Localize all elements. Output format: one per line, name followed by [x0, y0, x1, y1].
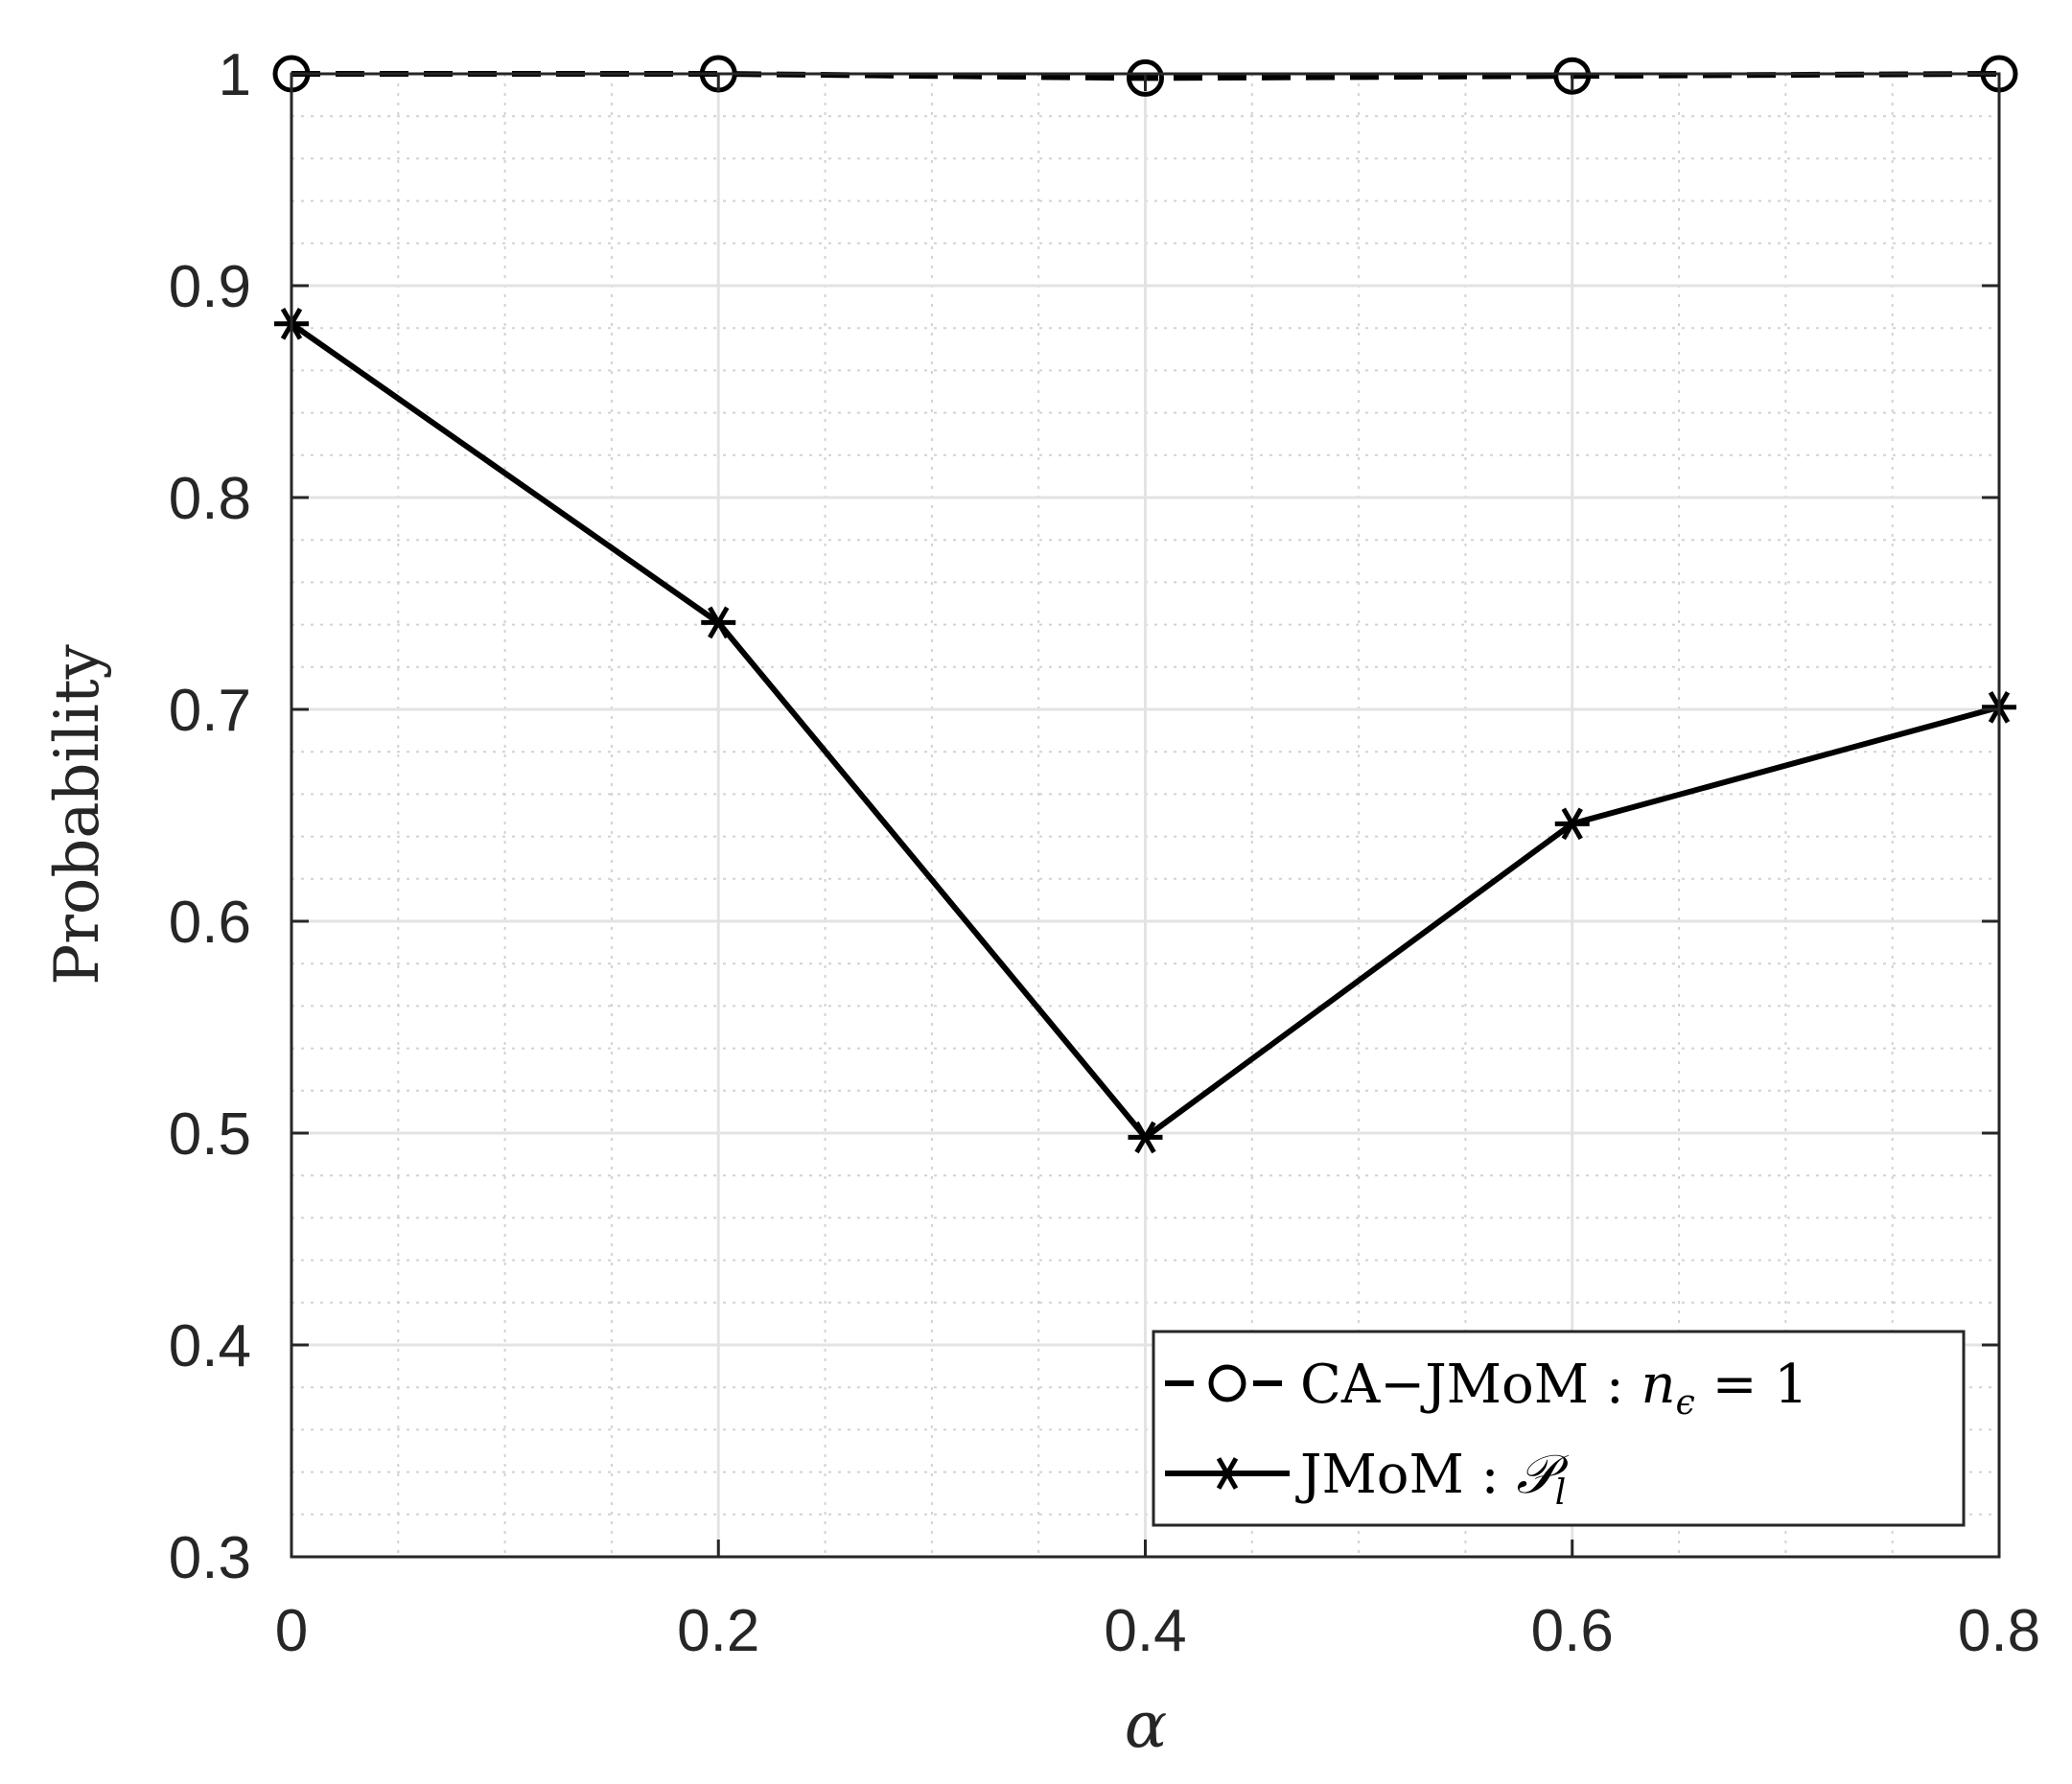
- data-point-asterisk: [1554, 807, 1590, 841]
- legend-asterisk-stroke: [1216, 1457, 1239, 1490]
- legend-label-jmom-main: JMoM :: [1295, 1444, 1516, 1506]
- legend-label-ca-jmom-sub: ϵ: [1676, 1383, 1695, 1423]
- y-tick-label: 0.6: [169, 890, 251, 956]
- data-point-asterisk-stroke: [1561, 807, 1583, 841]
- y-tick-label: 0.4: [169, 1313, 251, 1379]
- legend-label-ca-jmom-math: n: [1641, 1354, 1676, 1416]
- data-point-asterisk-stroke: [708, 606, 730, 639]
- legend-label-ca-jmom-main: CA−JMoM :: [1300, 1354, 1641, 1416]
- legend-label-jmom: JMoM : 𝒫l: [1295, 1444, 1569, 1513]
- data-point-asterisk: [701, 606, 736, 639]
- y-axis-title: Probability: [42, 644, 113, 985]
- x-tick-label: 0.8: [1958, 1598, 2040, 1664]
- data-point-asterisk: [1128, 1121, 1163, 1154]
- legend-label-ca-jmom: CA−JMoM : nϵ = 1: [1300, 1354, 1808, 1423]
- y-tick-label: 0.8: [169, 466, 251, 532]
- x-tick-label: 0.4: [1104, 1598, 1186, 1664]
- x-tick-label: 0.2: [677, 1598, 759, 1664]
- y-tick-labels: 0.3 0.4 0.5 0.6 0.7 0.8 0.9 1: [169, 42, 251, 1591]
- data-point-circle: [1553, 57, 1592, 95]
- x-axis-title: α: [1125, 1688, 1168, 1762]
- legend-item-ca-jmom: CA−JMoM : nϵ = 1: [1165, 1354, 1808, 1423]
- x-tick-label: 0: [275, 1598, 308, 1664]
- data-point-asterisk-stroke: [1134, 1121, 1156, 1154]
- y-tick-label: 0.9: [169, 254, 251, 320]
- data-point-circle: [1127, 58, 1164, 97]
- y-tick-label: 0.5: [169, 1101, 251, 1168]
- y-tick-label: 0.3: [169, 1525, 251, 1591]
- legend: CA−JMoM : nϵ = 1 JMoM : 𝒫l: [1152, 1330, 1966, 1527]
- legend-marker-circle: [1208, 1364, 1246, 1402]
- y-tick-label: 1: [219, 42, 251, 108]
- ticks: [290, 72, 2001, 1559]
- x-tick-labels: 0 0.2 0.4 0.6 0.8: [275, 1598, 2040, 1664]
- y-tick-label: 0.7: [169, 678, 251, 744]
- legend-box: [1152, 1330, 1966, 1527]
- legend-label-jmom-sub: l: [1555, 1473, 1567, 1513]
- legend-asterisk: [1210, 1457, 1245, 1490]
- legend-label-ca-jmom-tail: = 1: [1695, 1354, 1808, 1416]
- legend-marker-asterisk: [1210, 1457, 1245, 1490]
- x-tick-label: 0.6: [1531, 1598, 1614, 1664]
